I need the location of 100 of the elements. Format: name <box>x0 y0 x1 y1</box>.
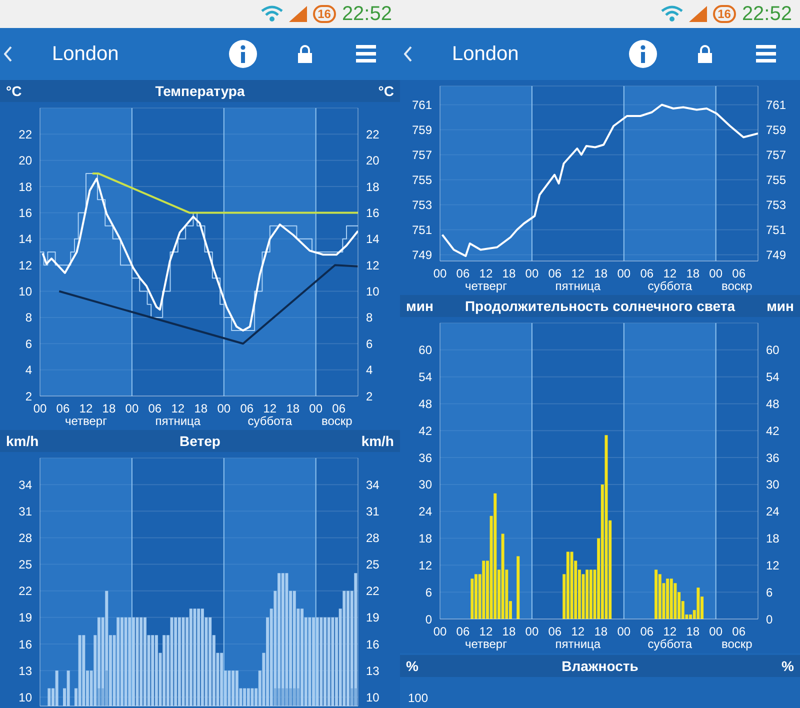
y-tick-label: 19 <box>18 610 32 625</box>
y2-tick-label: 36 <box>766 450 780 465</box>
y-tick-label: 25 <box>18 558 32 572</box>
y-tick-label: 6 <box>25 336 32 351</box>
bar <box>501 534 504 619</box>
y-tick-label: 18 <box>18 180 32 194</box>
bar <box>482 560 486 619</box>
text: воскр <box>720 279 754 293</box>
y2-tick-label: 54 <box>766 370 780 384</box>
y-tick-label: 10 <box>18 284 32 299</box>
x-tick-label: 00 <box>433 624 447 639</box>
y-tick-label: 20 <box>18 154 32 168</box>
y2-tick-label: 22 <box>366 127 380 142</box>
y2-tick-label: 13 <box>366 664 380 678</box>
x-tick-label: 18 <box>594 624 608 639</box>
x-tick-label: 06 <box>732 266 746 281</box>
y2-tick-label: 48 <box>766 396 780 411</box>
y-tick-label: 12 <box>418 558 432 572</box>
y2-tick-label: 18 <box>766 532 780 546</box>
y-tick-label: 10 <box>18 690 32 704</box>
x-tick-label: 06 <box>456 266 470 281</box>
x-tick-label: 00 <box>709 624 723 639</box>
x-tick-label: 18 <box>286 402 300 416</box>
text: % <box>782 658 794 674</box>
x-tick-label: 06 <box>148 402 162 416</box>
x-tick-label: 18 <box>686 266 700 281</box>
y2-tick-label: 10 <box>366 690 380 704</box>
y-tick-label: 60 <box>418 343 432 358</box>
bar <box>566 552 570 619</box>
text: 22:52 <box>742 2 792 26</box>
text: Влажность <box>562 658 638 674</box>
x-tick-label: 18 <box>502 624 516 639</box>
bar <box>654 570 658 619</box>
x-tick-label: 00 <box>33 402 47 416</box>
chart-title: Ветер <box>180 433 220 449</box>
y2-tick-label: 753 <box>766 198 786 212</box>
y2-tick-label: 18 <box>366 180 380 194</box>
y2-tick-label: 6 <box>366 336 373 351</box>
y-axis-title: °C <box>6 83 22 99</box>
y2-tick-label: 16 <box>366 637 380 652</box>
text: четверг <box>464 279 508 293</box>
y-axis-title: мин <box>406 298 434 314</box>
y-tick-label: 48 <box>418 396 432 411</box>
bar <box>666 578 670 619</box>
y-tick-label: 749 <box>412 248 432 262</box>
text: 100 <box>408 691 428 705</box>
text: 16 <box>312 5 336 23</box>
y-tick-label: 14 <box>18 232 32 246</box>
y2-tick-label: 749 <box>766 248 786 262</box>
y-tick-label: 759 <box>412 123 432 138</box>
y-tick-label: 22 <box>18 127 32 142</box>
y2-tick-label: 4 <box>366 363 373 378</box>
y-tick-label: 753 <box>412 198 432 212</box>
x-tick-label: 12 <box>479 624 493 639</box>
x-tick-label: 00 <box>617 266 631 281</box>
text: 22:52 <box>342 2 392 26</box>
text: % <box>406 658 418 674</box>
y-tick-label: 54 <box>418 370 432 384</box>
y-axis-title: km/h <box>6 433 39 449</box>
y-tick-label: 2 <box>25 389 32 404</box>
y2-tick-label: 16 <box>366 206 380 220</box>
y2-tick-label: 25 <box>366 558 380 572</box>
y-tick-label: 8 <box>25 310 32 325</box>
bar <box>570 552 574 619</box>
y2-tick-label: 6 <box>766 585 773 600</box>
line-series <box>58 264 358 345</box>
x-tick-label: 00 <box>217 402 231 416</box>
y2-tick-label: 761 <box>766 98 786 112</box>
text: пятница <box>554 637 602 651</box>
x-tick-label: 00 <box>125 402 139 416</box>
y2-axis-title: °C <box>378 83 394 99</box>
text: пятница <box>554 279 602 293</box>
y2-tick-label: 28 <box>366 530 380 545</box>
x-tick-label: 06 <box>732 624 746 639</box>
x-tick-label: 18 <box>102 402 116 416</box>
bar <box>696 588 700 619</box>
y-tick-label: 24 <box>418 504 432 519</box>
y2-tick-label: 751 <box>766 223 786 238</box>
x-tick-label: 12 <box>171 402 185 416</box>
y2-tick-label: 755 <box>766 173 786 188</box>
y-tick-label: 16 <box>18 206 32 220</box>
x-tick-label: 06 <box>640 624 654 639</box>
chart-title: Продолжительность солнечного света <box>464 298 736 314</box>
y-tick-label: 0 <box>425 612 432 626</box>
y2-tick-label: 2 <box>366 389 373 404</box>
y-tick-label: 751 <box>412 223 432 238</box>
y2-tick-label: 14 <box>366 232 380 246</box>
x-tick-label: 06 <box>456 624 470 639</box>
y-tick-label: 22 <box>18 584 32 598</box>
bar <box>670 578 673 619</box>
y-tick-label: 6 <box>425 585 432 600</box>
bar <box>589 570 592 619</box>
text: London <box>452 42 519 66</box>
line-series <box>441 104 758 257</box>
y2-tick-label: 31 <box>366 504 380 518</box>
x-tick-label: 18 <box>502 266 516 281</box>
bar <box>516 556 520 619</box>
y2-tick-label: 10 <box>366 284 380 299</box>
y2-tick-label: 42 <box>766 424 780 438</box>
x-tick-label: 06 <box>548 624 562 639</box>
